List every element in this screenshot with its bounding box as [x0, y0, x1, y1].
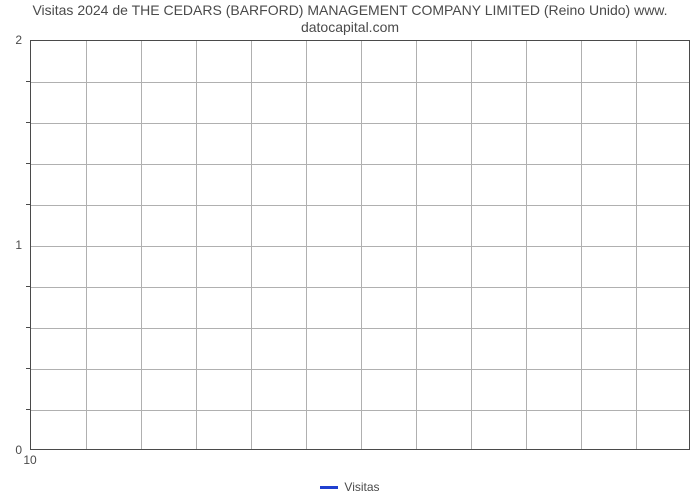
grid-line-horizontal — [31, 205, 689, 206]
grid-line-horizontal — [31, 287, 689, 288]
grid-line-horizontal — [31, 369, 689, 370]
chart-title-line1: Visitas 2024 de THE CEDARS (BARFORD) MAN… — [0, 2, 700, 19]
grid-line-vertical — [361, 41, 362, 449]
x-tick-label: 10 — [23, 453, 36, 467]
grid-line-vertical — [141, 41, 142, 449]
grid-line-vertical — [526, 41, 527, 449]
grid-line-vertical — [471, 41, 472, 449]
y-minor-tick — [26, 368, 30, 369]
legend: Visitas — [0, 480, 700, 494]
legend-label: Visitas — [344, 480, 379, 494]
y-minor-tick — [26, 409, 30, 410]
chart-title: Visitas 2024 de THE CEDARS (BARFORD) MAN… — [0, 2, 700, 36]
y-minor-tick — [26, 122, 30, 123]
grid-line-horizontal — [31, 164, 689, 165]
y-tick-label: 2 — [0, 33, 22, 47]
grid-line-horizontal — [31, 246, 689, 247]
grid-line-vertical — [306, 41, 307, 449]
y-tick-label: 1 — [0, 238, 22, 252]
y-tick-label: 0 — [0, 443, 22, 457]
grid-line-vertical — [86, 41, 87, 449]
grid-line-horizontal — [31, 123, 689, 124]
y-minor-tick — [26, 81, 30, 82]
grid-line-horizontal — [31, 410, 689, 411]
grid-line-vertical — [251, 41, 252, 449]
chart-title-line2: datocapital.com — [0, 19, 700, 36]
plot-area — [30, 40, 690, 450]
y-minor-tick — [26, 286, 30, 287]
grid-line-vertical — [416, 41, 417, 449]
y-minor-tick — [26, 204, 30, 205]
visits-chart: Visitas 2024 de THE CEDARS (BARFORD) MAN… — [0, 0, 700, 500]
legend-swatch — [320, 486, 338, 489]
grid-line-horizontal — [31, 328, 689, 329]
grid-line-vertical — [196, 41, 197, 449]
grid-line-horizontal — [31, 82, 689, 83]
y-minor-tick — [26, 327, 30, 328]
grid-line-vertical — [636, 41, 637, 449]
y-minor-tick — [26, 163, 30, 164]
grid-line-vertical — [581, 41, 582, 449]
